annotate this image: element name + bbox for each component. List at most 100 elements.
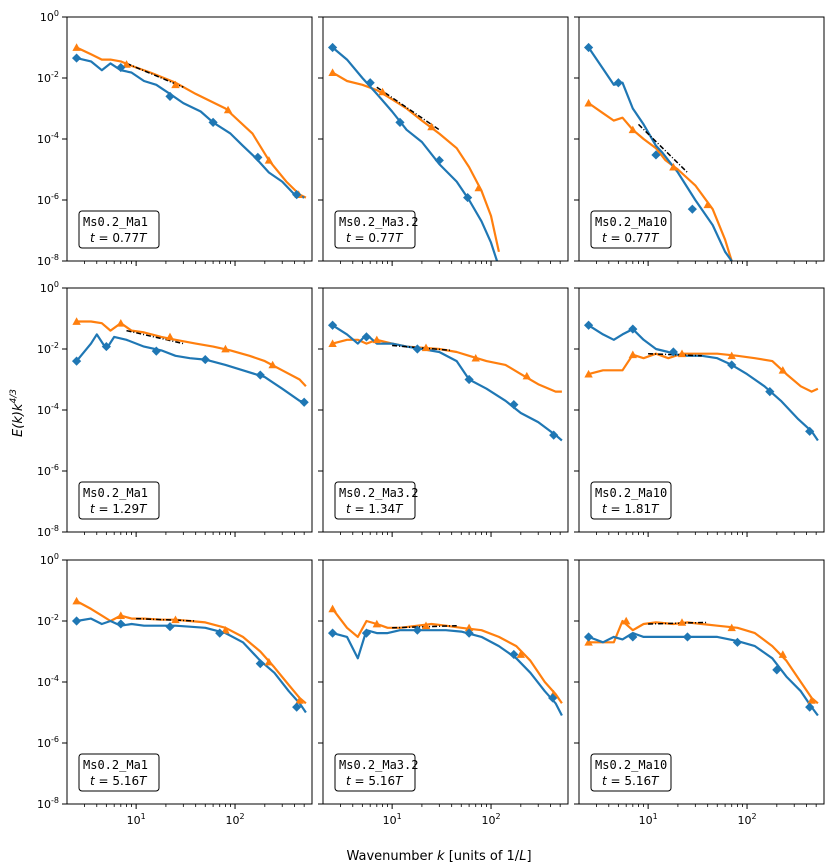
run-label: Ms0.2_Ma1 (83, 758, 148, 772)
annotation-box (78, 753, 160, 792)
orange-marker (778, 650, 788, 658)
orange-marker (295, 696, 304, 704)
orange-marker (464, 623, 474, 632)
y-tick-label: 10-4 (37, 402, 59, 417)
blue-marker (208, 117, 218, 128)
y-tick-exp: -6 (51, 463, 59, 472)
y-tick-label: 10-6 (37, 463, 59, 478)
y-tick-label: 100 (40, 552, 59, 567)
orange-marker (677, 618, 687, 626)
blue-line (76, 617, 307, 714)
time-unit: T (139, 774, 148, 788)
annotation-box (590, 210, 672, 249)
y-tick-exp: -6 (51, 735, 59, 744)
blue-marker (361, 332, 372, 342)
blue-marker (583, 42, 594, 53)
orange-marker (421, 343, 431, 352)
y-axis-label: E(k)k4/3 (9, 389, 26, 437)
blue-line (588, 631, 819, 717)
time-label: t = 1.81T (602, 502, 660, 516)
orange-line (331, 608, 563, 704)
y-tick-base: 10 (37, 798, 51, 811)
blue-marker (509, 400, 519, 410)
orange-marker (328, 339, 337, 347)
orange-marker (72, 596, 81, 605)
time-var: t (602, 502, 608, 516)
run-label: Ms0.2_Ma3.2 (339, 215, 418, 229)
time-eq: = 0.77 (607, 231, 651, 245)
blue-marker (434, 155, 444, 165)
orange-marker (727, 623, 736, 632)
time-var: t (90, 774, 96, 788)
time-unit: T (651, 502, 660, 516)
blue-marker (101, 341, 111, 352)
y-tick-base: 10 (40, 554, 54, 567)
orange-marker (372, 335, 382, 344)
y-tick-base: 10 (37, 737, 51, 750)
y-tick-base: 10 (37, 194, 51, 207)
run-label: Ms0.2_Ma10 (595, 215, 667, 229)
y-tick-label: 10-4 (37, 131, 59, 146)
fit-line (126, 62, 184, 88)
orange-marker (778, 366, 788, 374)
blue-marker (583, 320, 594, 330)
blue-marker (583, 632, 594, 642)
x-tick-exp: 1 (397, 812, 402, 821)
blue-marker (805, 426, 815, 436)
orange-line (76, 600, 307, 705)
fit-line (637, 123, 689, 174)
y-tick-exp: -8 (51, 253, 59, 262)
series-group (71, 43, 307, 200)
fit-line (376, 86, 440, 131)
y-tick-label: 10-2 (37, 613, 59, 628)
y-tick-label: 10-8 (37, 796, 59, 811)
time-var: t (602, 231, 608, 245)
fit-line (648, 352, 702, 357)
orange-marker (522, 371, 532, 380)
time-eq: = 5.16 (351, 774, 395, 788)
y-tick-label: 10-4 (37, 674, 59, 689)
panel-0-1: Ms0.2_Ma3.2t = 0.77T (318, 16, 569, 266)
annotation-box (334, 481, 416, 520)
y-tick-label: 10-2 (37, 341, 59, 356)
x-tick-exp: 2 (239, 812, 244, 821)
series-group (327, 604, 563, 717)
blue-marker (548, 693, 558, 703)
x-tick-label: 102 (225, 812, 244, 827)
annotation-box (334, 753, 416, 792)
orange-marker (116, 611, 126, 619)
time-unit: T (395, 774, 404, 788)
orange-marker (669, 162, 678, 171)
orange-marker (221, 625, 230, 634)
time-unit: T (139, 502, 148, 516)
blue-marker (116, 619, 126, 629)
x-tick-label: 101 (127, 812, 146, 827)
time-label: t = 5.16T (90, 774, 148, 788)
time-eq: = 1.34 (351, 502, 395, 516)
series-group (327, 42, 500, 261)
orange-marker (72, 43, 81, 51)
run-label: Ms0.2_Ma1 (83, 215, 148, 229)
orange-marker (116, 319, 126, 327)
orange-marker (378, 87, 387, 96)
blue-marker (292, 702, 302, 712)
time-var: t (602, 774, 608, 788)
blue-marker (253, 152, 263, 162)
blue-marker (463, 192, 473, 203)
blue-marker (292, 190, 302, 200)
orange-marker (372, 619, 382, 628)
orange-marker (427, 122, 436, 131)
time-eq: = 1.81 (607, 502, 651, 516)
y-tick-base: 10 (37, 615, 51, 628)
time-eq: = 0.77 (95, 231, 139, 245)
orange-marker (268, 360, 277, 369)
run-label: Ms0.2_Ma1 (83, 486, 148, 500)
run-label: Ms0.2_Ma10 (595, 758, 667, 772)
y-tick-label: 10-8 (37, 253, 59, 268)
blue-marker (651, 150, 661, 160)
blue-marker (412, 344, 422, 354)
y-tick-exp: 0 (54, 552, 59, 561)
annotation-box (590, 481, 672, 520)
